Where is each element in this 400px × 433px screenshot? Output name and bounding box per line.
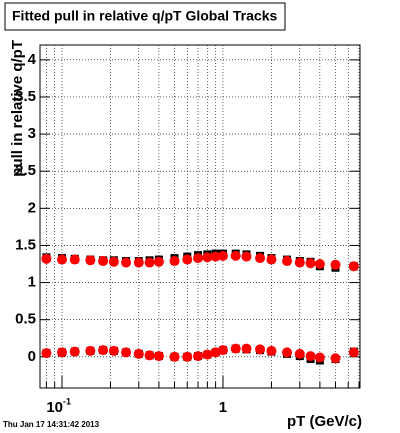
y-tick-label: 2 [28,199,36,216]
y-tick-label: 1.5 [15,236,36,253]
data-point [108,345,119,356]
title-box [4,2,286,31]
chart-title: Fitted pull in relative q/pT Global Trac… [12,8,277,24]
timestamp: Thu Jan 17 14:31:42 2013 [3,420,100,429]
data-point [41,253,52,264]
data-point [241,343,252,354]
data-point [85,345,96,356]
data-point [69,346,80,357]
data-point [193,351,204,362]
data-point [202,349,213,360]
y-tick-label: 1 [28,274,36,291]
data-point [330,353,341,364]
data-point [144,257,155,268]
data-point [144,350,155,361]
data-point [133,257,144,268]
data-point [182,254,193,265]
data-point [133,348,144,359]
x-tick-label: 10 [46,399,63,416]
y-tick-label: 0.5 [15,311,36,328]
data-point [255,253,266,264]
plot-frame [39,44,361,389]
data-point [294,257,305,268]
data-point [282,256,293,267]
data-point [330,259,341,270]
data-point [305,351,316,362]
data-point [153,351,164,362]
data-point [230,343,241,354]
x-axis-label: pT (GeV/c) [287,413,362,430]
y-axis-label: pull in relative q/pT [9,40,26,177]
data-point [98,256,109,267]
x-tick-exponent: -1 [63,396,71,406]
data-point [153,256,164,267]
data-point [85,255,96,266]
data-point [182,351,193,362]
data-point [230,250,241,261]
data-point [69,254,80,265]
data-point [193,253,204,264]
y-tick-label: 2.5 [15,162,36,179]
y-tick-label: 0 [28,348,36,365]
data-point [41,348,52,359]
data-point [294,348,305,359]
data-point [169,256,180,267]
data-point [314,259,325,270]
data-point [57,347,68,358]
data-point [217,250,228,261]
x-tick-label: 1 [219,399,227,416]
data-point [121,257,132,268]
data-point [266,345,277,356]
data-point [305,258,316,269]
data-point [282,347,293,358]
data-point [202,252,213,263]
y-tick-label: 3.5 [15,88,36,105]
y-tick-label: 3 [28,125,36,142]
data-point [98,345,109,356]
data-point [255,344,266,355]
data-point [241,251,252,262]
data-point [169,351,180,362]
y-tick-label: 4 [28,51,37,68]
data-point [266,254,277,265]
data-point [314,352,325,363]
data-point [108,256,119,267]
data-point [57,254,68,265]
data-point [210,251,221,262]
data-point [348,347,359,358]
data-point [121,347,132,358]
data-point [217,345,228,356]
data-point [348,261,359,272]
